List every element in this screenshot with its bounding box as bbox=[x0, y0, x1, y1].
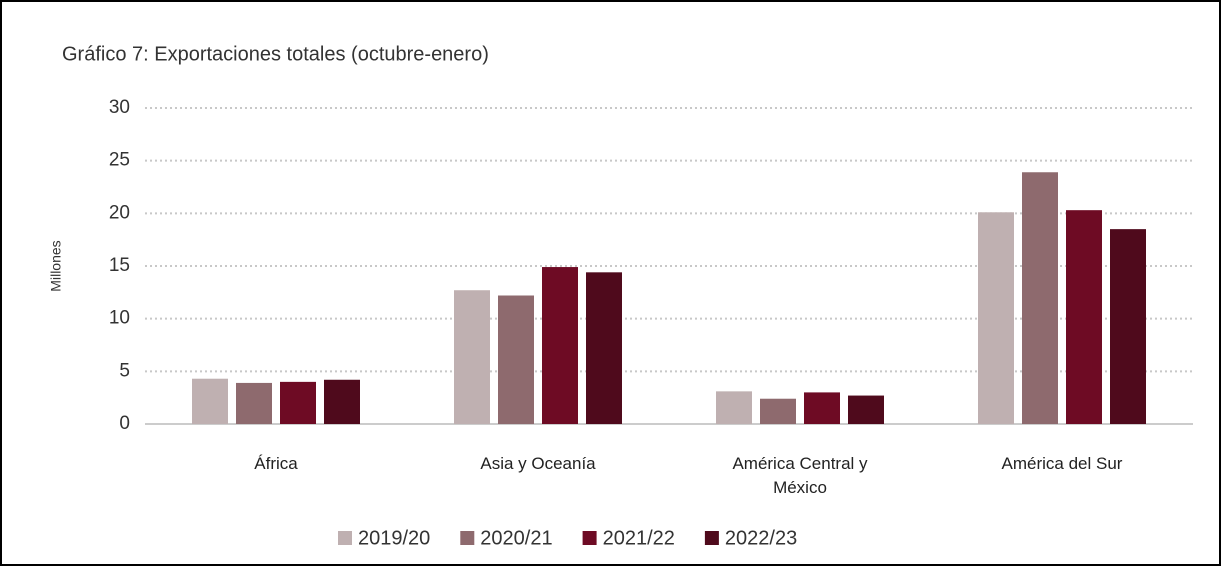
legend-swatch bbox=[460, 531, 475, 545]
bar bbox=[760, 398, 796, 424]
legend-label: 2021/22 bbox=[603, 527, 675, 549]
legend-swatch bbox=[338, 531, 352, 545]
bar bbox=[1066, 210, 1102, 424]
y-tick-label: 20 bbox=[109, 202, 130, 223]
bar bbox=[280, 381, 316, 424]
bar bbox=[978, 212, 1014, 424]
bar bbox=[236, 382, 272, 424]
bar bbox=[324, 379, 360, 424]
y-tick-label: 0 bbox=[119, 413, 130, 434]
legend-swatch bbox=[704, 531, 719, 545]
bar bbox=[454, 290, 490, 424]
bar bbox=[804, 392, 840, 424]
y-tick-label: 10 bbox=[109, 308, 130, 329]
x-tick-label: América del Sur bbox=[1001, 454, 1123, 473]
bar bbox=[498, 295, 534, 424]
y-tick-label: 15 bbox=[109, 255, 130, 276]
bar bbox=[1022, 172, 1058, 424]
bar bbox=[1110, 229, 1146, 424]
bar bbox=[848, 395, 884, 424]
x-tick-label: África bbox=[254, 454, 298, 473]
x-tick-label: América Central y México bbox=[732, 454, 868, 497]
bar bbox=[586, 272, 622, 424]
y-tick-label: 25 bbox=[109, 150, 130, 171]
legend-label: 2020/21 bbox=[480, 527, 552, 549]
bar bbox=[542, 267, 578, 424]
y-tick-label: 5 bbox=[119, 360, 130, 381]
bar bbox=[192, 378, 228, 424]
y-axis-label: Millones bbox=[48, 240, 64, 291]
legend-swatch bbox=[582, 531, 597, 545]
x-tick-label: Asia y Oceanía bbox=[480, 454, 596, 473]
legend-label: 2019/20 bbox=[358, 527, 430, 549]
legend-label: 2022/23 bbox=[725, 527, 797, 549]
chart-title: Gráfico 7: Exportaciones totales (octubr… bbox=[62, 43, 489, 65]
y-tick-label: 30 bbox=[109, 97, 130, 118]
bar bbox=[716, 391, 752, 424]
